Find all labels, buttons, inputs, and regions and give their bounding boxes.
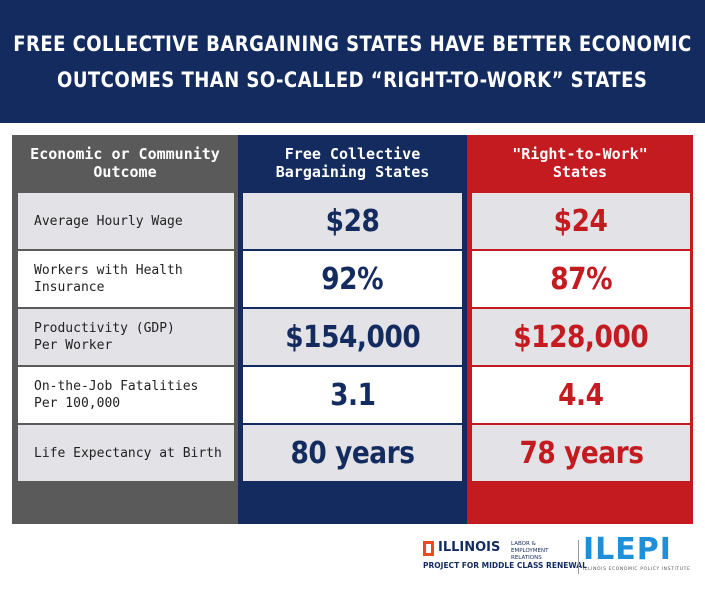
fcb-value: 3.1 <box>329 377 376 413</box>
fcb-value: $154,000 <box>284 319 421 355</box>
fcb-value-cell: $28 <box>243 193 462 249</box>
title-banner: FREE COLLECTIVE BARGAINING STATES HAVE B… <box>0 0 705 123</box>
ilepi-logo: ILEPI ILLINOIS ECONOMIC POLICY INSTITUTE <box>583 534 693 580</box>
ilepi-name: ILEPI <box>583 532 672 567</box>
rtw-value-cell: $24 <box>472 193 690 249</box>
logo-divider <box>578 540 579 574</box>
illinois-name: ILLINOIS <box>438 540 501 555</box>
header-line: Bargaining States <box>275 163 430 181</box>
project-name: PROJECT FOR MIDDLE CLASS RENEWAL <box>423 561 587 570</box>
row-label: Average Hourly Wage <box>34 213 183 229</box>
table-row-label: Productivity (GDP) Per Worker <box>18 309 234 365</box>
title-line-1: FREE COLLECTIVE BARGAINING STATES HAVE B… <box>13 31 692 56</box>
row-label: Workers with Health Insurance <box>34 263 183 295</box>
header-line: "Right-to-Work" <box>512 145 648 163</box>
rtw-value: $24 <box>554 203 608 239</box>
row-label: Productivity (GDP) Per Worker <box>34 321 175 353</box>
title-line-2: OUTCOMES THAN SO-CALLED “RIGHT-TO-WORK” … <box>57 67 648 92</box>
row-label: On-the-Job Fatalities Per 100,000 <box>34 379 199 411</box>
illinois-logo: ILLINOIS LABOR & EMPLOYMENT RELATIONS PR… <box>423 540 587 580</box>
rtw-value: 78 years <box>518 435 644 471</box>
outcome-column-header: Economic or Community Outcome <box>12 135 238 191</box>
fcb-value-cell: 80 years <box>243 425 462 481</box>
row-label: Life Expectancy at Birth <box>34 445 222 461</box>
table-row-label: Average Hourly Wage <box>18 193 234 249</box>
rtw-column-header: "Right-to-Work" States <box>467 135 693 191</box>
block-i-icon <box>423 541 434 556</box>
rtw-value: 4.4 <box>558 377 604 413</box>
table-row-label: Workers with Health Insurance <box>18 251 234 307</box>
fcb-value-cell: $154,000 <box>243 309 462 365</box>
rtw-value-cell: $128,000 <box>472 309 690 365</box>
fcb-value: 92% <box>321 261 384 297</box>
fcb-value: $28 <box>325 203 380 239</box>
fcb-value: 80 years <box>290 435 415 471</box>
rtw-value: 87% <box>550 261 612 297</box>
header-line: Economic or Community <box>30 145 220 163</box>
fcb-value-cell: 3.1 <box>243 367 462 423</box>
header-line: Free Collective <box>284 145 421 163</box>
rtw-value: $128,000 <box>513 319 649 355</box>
header-line: States <box>552 163 608 181</box>
fcb-value-cell: 92% <box>243 251 462 307</box>
ilepi-subtitle: ILLINOIS ECONOMIC POLICY INSTITUTE <box>583 567 691 572</box>
rtw-value-cell: 4.4 <box>472 367 690 423</box>
table-row-label: Life Expectancy at Birth <box>18 425 234 481</box>
header-line: Outcome <box>93 163 157 181</box>
rtw-value-cell: 87% <box>472 251 690 307</box>
illinois-subtitle: LABOR & EMPLOYMENT RELATIONS <box>511 541 549 561</box>
table-row-label: On-the-Job Fatalities Per 100,000 <box>18 367 234 423</box>
fcb-column-header: Free Collective Bargaining States <box>238 135 467 191</box>
rtw-value-cell: 78 years <box>472 425 690 481</box>
